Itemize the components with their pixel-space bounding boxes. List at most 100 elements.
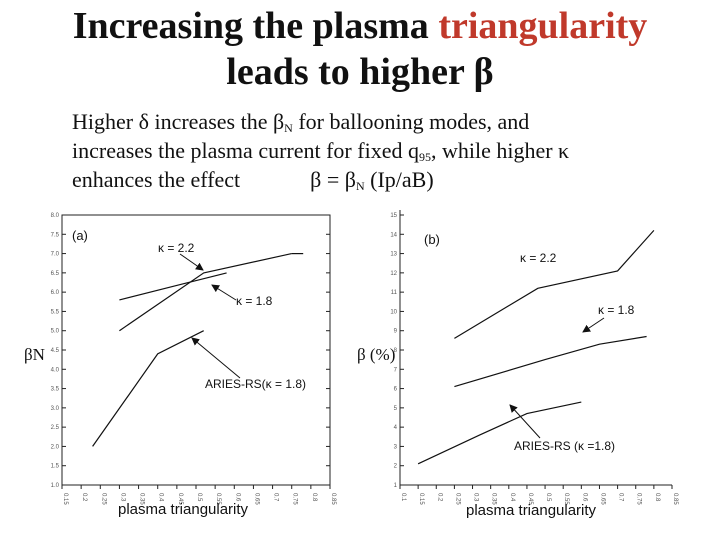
body-line-2-b: , while higher κ xyxy=(430,138,570,163)
y-tick-label-b-2: 3 xyxy=(394,444,398,450)
x-tick-label-b-2: 0.2 xyxy=(436,493,442,502)
y-tick-label-a-2: 2.0 xyxy=(51,444,60,450)
x-tick-label-a-8: 0.55 xyxy=(215,493,221,505)
x-tick-label-a-4: 0.35 xyxy=(139,493,145,505)
x-tick-label-b-5: 0.35 xyxy=(491,493,497,505)
body-line-3: enhances the effect β = βN (Ip/aB) xyxy=(72,165,434,198)
y-tick-label-b-14: 15 xyxy=(390,213,397,219)
x-tick-label-b-15: 0.85 xyxy=(672,493,678,505)
y-tick-label-a-3: 2.5 xyxy=(51,425,60,431)
panel-a-x-ticks: 0.15 0.2 0.25 0.3 0.35 0.4 0.45 0.5 0.55 0.6 0.65 0… xyxy=(61,485,336,505)
series-line-a-0 xyxy=(119,253,292,332)
annotation-kappa-2-2-b: κ = 2.2 xyxy=(520,251,557,265)
series-line-a-2 xyxy=(119,272,227,301)
y-tick-label-b-5: 6 xyxy=(394,387,398,393)
arrow-kappa-1-8-b xyxy=(582,317,605,333)
x-tick-label-a-3: 0.3 xyxy=(119,493,125,502)
x-tick-label-a-12: 0.75 xyxy=(292,493,298,505)
y-tick-label-b-12: 13 xyxy=(390,252,397,258)
annotation-aries-b: ARIES-RS (κ =1.8) xyxy=(514,439,615,453)
series-line-a-3 xyxy=(92,330,204,447)
y-tick-label-a-14: 8.0 xyxy=(51,213,60,219)
x-tick-label-a-13: 0.8 xyxy=(311,493,317,502)
y-tick-label-a-9: 5.5 xyxy=(51,309,60,315)
x-tick-label-b-13: 0.75 xyxy=(636,493,642,505)
body-line-3-sub: N xyxy=(355,179,365,193)
y-tick-label-b-6: 7 xyxy=(394,367,398,373)
x-tick-label-b-4: 0.3 xyxy=(473,493,479,502)
body-line-1: Higher δ increases the βN for ballooning… xyxy=(72,107,529,140)
y-tick-label-a-11: 6.5 xyxy=(51,271,60,277)
panel-a-label: (a) xyxy=(72,228,88,243)
body-line-2-a: increases the plasma current for fixed q xyxy=(72,138,419,163)
x-tick-label-a-10: 0.65 xyxy=(253,493,259,505)
x-tick-label-b-14: 0.8 xyxy=(654,493,660,502)
x-tick-label-b-11: 0.65 xyxy=(599,493,605,505)
chart-panel-b: 0.1 0.15 0.2 0.25 0.3 0.35 0.4 0.45 0.5 0.55 0.6 0.… xyxy=(357,210,678,519)
body-line-1-sub: N xyxy=(284,121,293,135)
arrow-kappa-1-8-a xyxy=(211,284,237,301)
y-tick-label-b-9: 10 xyxy=(390,309,397,315)
x-tick-label-a-11: 0.7 xyxy=(273,493,279,502)
annotation-aries-a: ARIES-RS(κ = 1.8) xyxy=(205,377,306,391)
arrow-aries-a xyxy=(191,337,241,379)
y-tick-label-a-10: 6.0 xyxy=(51,290,60,296)
y-tick-label-a-12: 7.0 xyxy=(51,252,60,258)
panel-b-series xyxy=(417,229,655,465)
y-tick-label-a-8: 5.0 xyxy=(51,329,60,335)
y-tick-label-a-1: 1.5 xyxy=(51,464,60,470)
title-accent-word: triangularity xyxy=(438,5,648,47)
x-tick-label-b-7: 0.45 xyxy=(527,493,533,505)
x-tick-label-b-10: 0.6 xyxy=(581,493,587,502)
x-tick-label-a-0: 0.15 xyxy=(62,493,68,505)
body-line-2-sub: 95 xyxy=(418,150,431,164)
annotation-kappa-1-8-b: κ = 1.8 xyxy=(598,303,635,317)
panel-b-ylabel: β (%) xyxy=(357,345,395,364)
y-tick-label-a-0: 1.0 xyxy=(51,483,60,489)
panel-a-xlabel: plasma triangularity xyxy=(118,501,249,518)
panel-b-x-ticks: 0.1 0.15 0.2 0.25 0.3 0.35 0.4 0.45 0.5 0.55 0.6 0.… xyxy=(399,485,678,505)
x-tick-label-a-5: 0.4 xyxy=(158,493,164,502)
x-tick-label-b-1: 0.15 xyxy=(418,493,424,505)
arrow-kappa-2-2-a xyxy=(179,253,204,271)
annotation-kappa-2-2-a: κ = 2.2 xyxy=(158,241,195,255)
panel-b-label: (b) xyxy=(424,232,440,247)
y-tick-label-b-8: 9 xyxy=(394,329,398,335)
body-line-2: increases the plasma current for fixed q… xyxy=(72,136,569,169)
x-tick-label-a-14: 0.85 xyxy=(330,493,336,505)
slide-title-line1: Increasing the plasma triangularity xyxy=(0,4,720,48)
body-line-1-b: for ballooning modes, and xyxy=(292,109,530,134)
series-line-b-2 xyxy=(417,401,582,465)
x-tick-label-b-0: 0.1 xyxy=(400,493,406,502)
chart-panel-a: 0.15 0.2 0.25 0.3 0.35 0.4 0.45 0.5 0.55 0.6 0.65 0… xyxy=(24,213,336,518)
body-line-3-b: β = β xyxy=(310,167,356,192)
panel-a-ylabel: βN xyxy=(24,345,45,364)
x-tick-label-b-6: 0.4 xyxy=(509,493,515,502)
y-tick-label-a-7: 4.5 xyxy=(51,348,60,354)
body-line-3-c: (Ip/aB) xyxy=(364,167,434,192)
arrow-aries-b xyxy=(509,404,541,439)
y-tick-label-b-0: 1 xyxy=(394,483,398,489)
y-tick-label-b-7: 8 xyxy=(394,348,398,354)
x-tick-label-b-8: 0.5 xyxy=(545,493,551,502)
panel-b-xlabel: plasma triangularity xyxy=(466,502,597,519)
panel-a-frame xyxy=(61,214,331,486)
body-line-1-a: Higher δ increases the β xyxy=(72,109,285,134)
body-line-3-a: enhances the effect xyxy=(72,167,241,192)
y-tick-label-b-1: 2 xyxy=(394,464,398,470)
y-tick-label-a-4: 3.0 xyxy=(51,406,60,412)
panel-a-series xyxy=(92,253,304,447)
x-tick-label-b-3: 0.25 xyxy=(454,493,460,505)
y-tick-label-b-11: 12 xyxy=(390,271,397,277)
y-tick-label-a-13: 7.5 xyxy=(51,232,60,238)
x-tick-label-b-12: 0.7 xyxy=(618,493,624,502)
y-tick-label-a-5: 3.5 xyxy=(51,387,60,393)
x-tick-label-a-1: 0.2 xyxy=(81,493,87,502)
x-tick-label-b-9: 0.55 xyxy=(563,493,569,505)
y-tick-label-b-4: 5 xyxy=(394,406,398,412)
series-line-b-0 xyxy=(454,229,655,339)
x-tick-label-a-7: 0.5 xyxy=(196,493,202,502)
slide-title-line2: leads to higher β xyxy=(226,51,494,93)
